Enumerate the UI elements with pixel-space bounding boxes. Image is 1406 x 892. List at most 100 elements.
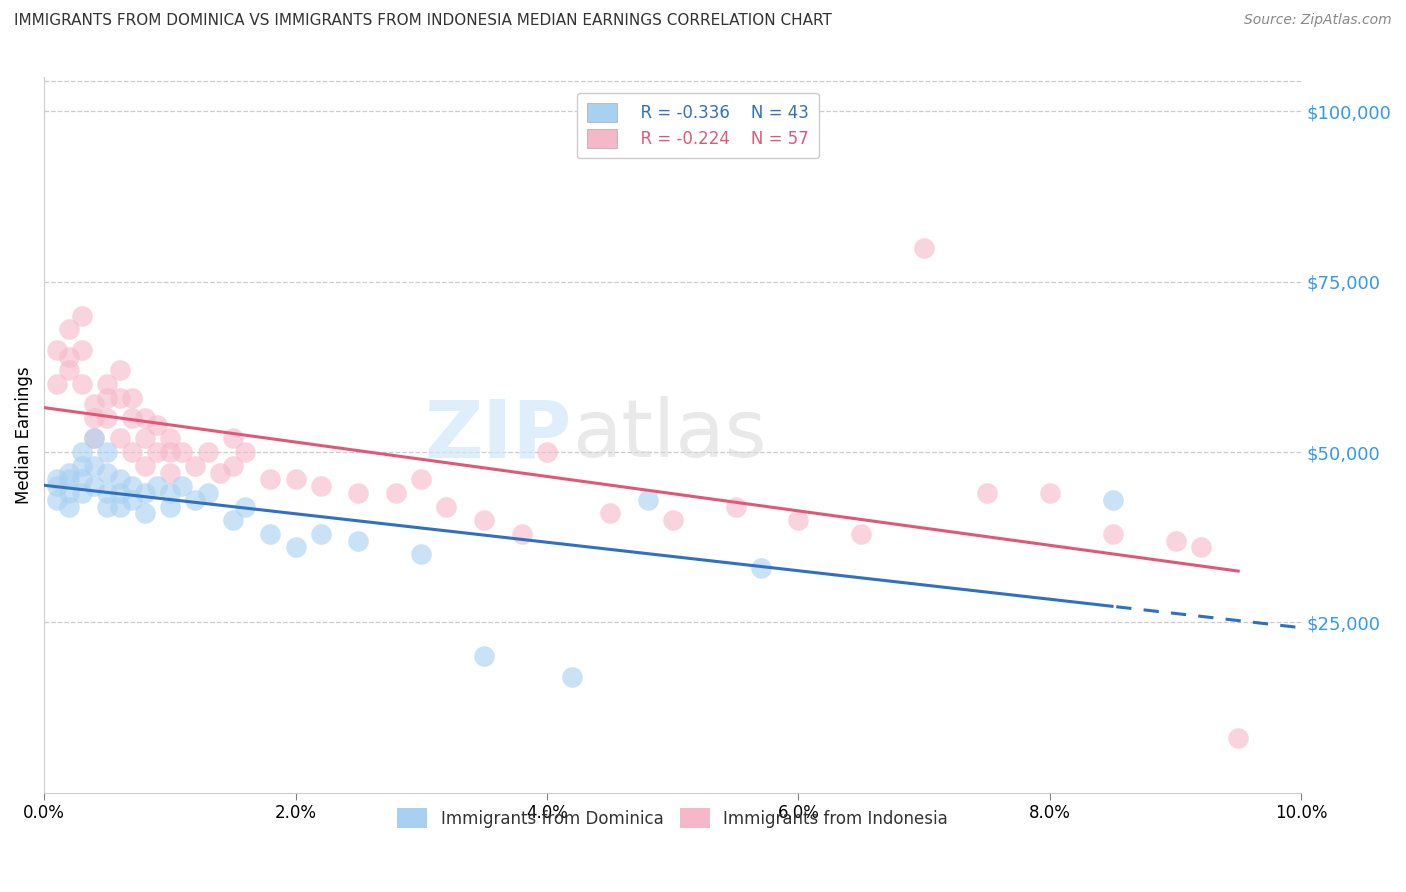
Point: [1101, 492, 1123, 507]
Point: [434, 500, 457, 514]
Point: [58, 466, 80, 480]
Point: [58, 350, 80, 364]
Point: [70, 458, 93, 473]
Point: [121, 445, 143, 459]
Point: [108, 486, 131, 500]
Point: [96, 500, 118, 514]
Point: [912, 241, 935, 255]
Point: [1164, 533, 1187, 548]
Point: [83, 458, 105, 473]
Point: [45, 343, 67, 357]
Point: [58, 322, 80, 336]
Point: [146, 445, 169, 459]
Y-axis label: Median Earnings: Median Earnings: [15, 367, 32, 504]
Point: [121, 411, 143, 425]
Point: [70, 343, 93, 357]
Point: [58, 500, 80, 514]
Point: [749, 561, 772, 575]
Point: [121, 492, 143, 507]
Point: [233, 500, 256, 514]
Point: [96, 376, 118, 391]
Point: [347, 533, 370, 548]
Point: [1101, 526, 1123, 541]
Point: [172, 479, 194, 493]
Point: [58, 472, 80, 486]
Point: [70, 445, 93, 459]
Point: [134, 486, 156, 500]
Point: [637, 492, 659, 507]
Point: [284, 472, 307, 486]
Point: [259, 472, 281, 486]
Point: [58, 363, 80, 377]
Point: [96, 391, 118, 405]
Point: [96, 445, 118, 459]
Point: [159, 486, 181, 500]
Point: [96, 411, 118, 425]
Point: [134, 458, 156, 473]
Point: [159, 432, 181, 446]
Point: [221, 432, 243, 446]
Point: [284, 541, 307, 555]
Point: [134, 432, 156, 446]
Point: [472, 513, 495, 527]
Point: [45, 472, 67, 486]
Point: [510, 526, 533, 541]
Point: [1039, 486, 1062, 500]
Point: [787, 513, 810, 527]
Point: [197, 445, 219, 459]
Point: [851, 526, 873, 541]
Point: [146, 479, 169, 493]
Point: [724, 500, 747, 514]
Text: ZIP: ZIP: [425, 396, 572, 474]
Point: [411, 472, 433, 486]
Point: [121, 479, 143, 493]
Point: [83, 479, 105, 493]
Point: [108, 500, 131, 514]
Point: [134, 507, 156, 521]
Point: [83, 432, 105, 446]
Point: [561, 670, 583, 684]
Point: [536, 445, 558, 459]
Point: [172, 445, 194, 459]
Legend: Immigrants from Dominica, Immigrants from Indonesia: Immigrants from Dominica, Immigrants fro…: [391, 802, 955, 834]
Point: [347, 486, 370, 500]
Point: [83, 432, 105, 446]
Point: [58, 486, 80, 500]
Text: Source: ZipAtlas.com: Source: ZipAtlas.com: [1244, 13, 1392, 28]
Point: [976, 486, 998, 500]
Point: [108, 391, 131, 405]
Point: [159, 466, 181, 480]
Point: [309, 479, 332, 493]
Point: [159, 445, 181, 459]
Point: [472, 649, 495, 664]
Point: [197, 486, 219, 500]
Point: [108, 472, 131, 486]
Point: [159, 500, 181, 514]
Text: atlas: atlas: [572, 396, 766, 474]
Point: [1189, 541, 1212, 555]
Point: [70, 472, 93, 486]
Point: [259, 526, 281, 541]
Point: [70, 376, 93, 391]
Point: [661, 513, 683, 527]
Point: [83, 411, 105, 425]
Point: [134, 411, 156, 425]
Text: IMMIGRANTS FROM DOMINICA VS IMMIGRANTS FROM INDONESIA MEDIAN EARNINGS CORRELATIO: IMMIGRANTS FROM DOMINICA VS IMMIGRANTS F…: [14, 13, 832, 29]
Point: [411, 547, 433, 561]
Point: [309, 526, 332, 541]
Point: [45, 376, 67, 391]
Point: [209, 466, 232, 480]
Point: [70, 486, 93, 500]
Point: [1227, 731, 1250, 746]
Point: [221, 458, 243, 473]
Point: [184, 458, 207, 473]
Point: [121, 391, 143, 405]
Point: [108, 432, 131, 446]
Point: [70, 309, 93, 323]
Point: [184, 492, 207, 507]
Point: [108, 363, 131, 377]
Point: [221, 513, 243, 527]
Point: [96, 466, 118, 480]
Point: [45, 479, 67, 493]
Point: [146, 417, 169, 432]
